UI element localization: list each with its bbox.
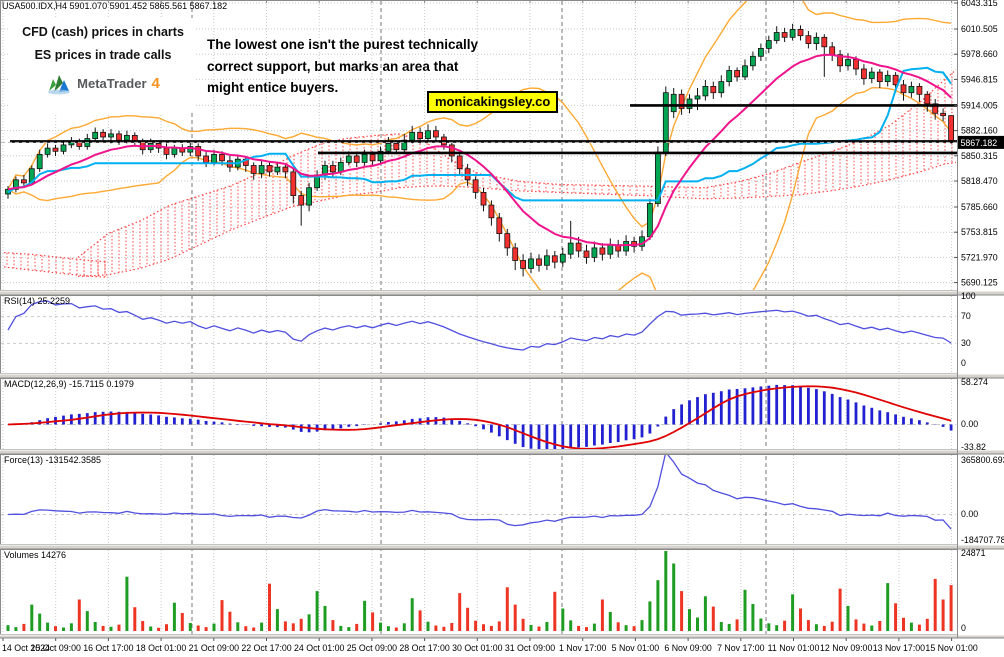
price-axis-label: 5818.470	[961, 176, 998, 186]
sub-axis-label: 365800.693	[961, 455, 1004, 465]
force-indicator-label: Force(13) -131542.3585	[4, 455, 102, 465]
metatrader-logo-number: 4	[151, 74, 160, 92]
macd-series	[7, 384, 953, 449]
price-axis-label: 5914.005	[961, 100, 998, 110]
sub-axis-label: 24871	[961, 548, 986, 558]
time-axis-label: 16 Oct 17:00	[83, 643, 133, 653]
price-axis-label: 5690.125	[961, 278, 998, 288]
time-axis-label: 28 Oct 17:00	[399, 643, 449, 653]
watermark: monicakingsley.co	[427, 91, 559, 113]
time-axis-label: 1 Nov 17:00	[559, 643, 607, 653]
time-axis-label: 12 Nov 09:00	[820, 643, 872, 653]
sub-axis-label: 0	[961, 623, 966, 633]
price-axis-label: 5753.815	[961, 227, 998, 237]
sub-axis-label: 70	[961, 311, 971, 321]
annotation-line: The lowest one isn't the purest technica…	[207, 37, 479, 52]
time-axis-label: 5 Nov 01:00	[612, 643, 660, 653]
rsi-series	[7, 300, 952, 351]
bollinger-bands	[7, 1, 952, 290]
time-axis-label: 22 Oct 17:00	[241, 643, 291, 653]
time-axis-label: 13 Nov 17:00	[873, 643, 925, 653]
band-upper	[7, 1, 952, 228]
price-axis-label: 5721.970	[961, 252, 998, 262]
info-box: CFD (cash) prices in charts ES prices in…	[10, 18, 196, 113]
ichimoku-cloud	[3, 69, 956, 278]
price-axis-label: 5946.815	[961, 74, 998, 84]
price-axis-label: 6010.505	[961, 24, 998, 34]
band-lower	[7, 87, 952, 290]
current-price-tag-text: 5867.182	[961, 138, 998, 148]
chart-title: USA500.IDX,H4 5901.070 5901.452 5865.561…	[2, 1, 228, 11]
rsi-indicator-label: RSI(14) 25.2259	[4, 296, 71, 306]
volumes-indicator-label: Volumes 14276	[4, 550, 67, 560]
macd-signal-line	[7, 385, 952, 449]
time-axis-label: 24 Oct 01:00	[294, 643, 344, 653]
time-axis-label: 15 Oct 09:00	[31, 643, 81, 653]
time-axis-label: 6 Nov 09:00	[664, 643, 712, 653]
time-axis-label: 7 Nov 17:00	[717, 643, 765, 653]
support-resistance-lines[interactable]	[10, 104, 957, 155]
price-axis-label: 5882.160	[961, 126, 998, 136]
moving-averages	[7, 53, 952, 247]
sub-axis-label: 0	[961, 358, 966, 368]
price-axis-label: 5850.315	[961, 151, 998, 161]
time-axis-label: 21 Oct 09:00	[189, 643, 239, 653]
sub-axis-label: 100	[961, 291, 976, 301]
time-axis-label: 18 Oct 01:00	[136, 643, 186, 653]
macd-indicator-label: MACD(12,26,9) -15.7115 0.1979	[4, 379, 134, 389]
force-series	[7, 455, 952, 530]
metatrader-logo: MetaTrader 4	[10, 71, 196, 95]
time-axis-label: 11 Nov 01:00	[768, 643, 820, 653]
panel-separators[interactable]	[0, 290, 1004, 639]
sub-axis-label: -33.82	[961, 442, 986, 452]
sub-axis-label: 0.00	[961, 419, 978, 429]
metatrader-logo-icon	[48, 75, 71, 95]
current-price-tag	[958, 135, 1004, 149]
time-axis-label: 14 Oct 2024	[2, 643, 50, 653]
donchian-mid-line	[7, 66, 952, 202]
metatrader-logo-text: MetaTrader	[77, 75, 147, 91]
annotation-line: might entice buyers.	[207, 80, 339, 95]
info-line-cfd: CFD (cash) prices in charts	[22, 25, 184, 39]
info-line-es: ES prices in trade calls	[34, 48, 172, 62]
time-axis-label: 25 Oct 09:00	[347, 643, 397, 653]
volume-series	[6, 551, 953, 631]
ema-line	[7, 53, 952, 247]
sub-axis-label: -184707.78	[961, 535, 1004, 545]
price-axis-label: 5978.660	[961, 49, 998, 59]
annotation-text: The lowest one isn't the purest technica…	[207, 34, 478, 99]
price-axis[interactable]: 6043.315 6010.505 5978.660 5946.815 5914.005…	[954, 0, 1004, 638]
sub-axis-label: 58.274	[961, 377, 988, 387]
sub-axis-label: 30	[961, 338, 971, 348]
price-axis-label: 5785.660	[961, 202, 998, 212]
time-axis-label: 31 Oct 09:00	[505, 643, 555, 653]
annotation-line: correct support, but marks an area that	[207, 58, 459, 74]
sub-axis-label: 0.00	[961, 509, 978, 519]
price-axis-label: 6043.315	[961, 0, 998, 8]
time-axis-label: 15 Nov 01:00	[925, 643, 977, 653]
time-axis-label: 30 Oct 01:00	[452, 643, 502, 653]
